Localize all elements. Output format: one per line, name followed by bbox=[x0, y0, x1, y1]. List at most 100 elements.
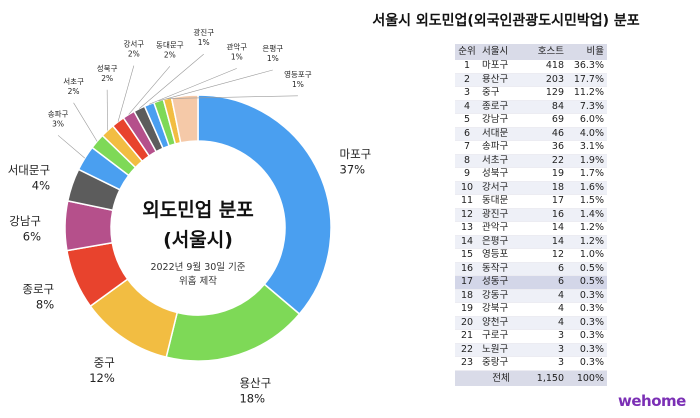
row-hosts: 3 bbox=[523, 356, 567, 371]
slice-name-4: 강남구 bbox=[9, 214, 41, 228]
row-rank: 14 bbox=[455, 235, 479, 249]
table-row: 8 서초구 22 1.9% bbox=[455, 154, 607, 168]
row-district: 송파구 bbox=[479, 140, 523, 155]
slice-0 bbox=[197, 94, 332, 316]
wehome-logo: wehome bbox=[618, 392, 686, 410]
row-hosts: 84 bbox=[523, 100, 567, 114]
slice-name-7: 서초구 bbox=[63, 77, 84, 86]
row-rank: 12 bbox=[455, 208, 479, 222]
row-hosts: 4 bbox=[523, 289, 567, 303]
row-ratio: 17.7% bbox=[567, 73, 607, 87]
slice-name-14: 영등포구 bbox=[284, 69, 312, 79]
slice-pct-9: 2% bbox=[128, 50, 140, 59]
row-district: 중랑구 bbox=[479, 356, 523, 371]
row-ratio: 11.2% bbox=[567, 86, 607, 101]
slice-name-6: 송파구 bbox=[48, 109, 69, 118]
table-row: 11 동대문 17 1.5% bbox=[455, 194, 607, 209]
row-rank: 1 bbox=[455, 60, 479, 74]
table-row: 15 영등포 12 1.0% bbox=[455, 248, 607, 263]
total-blank bbox=[455, 370, 479, 386]
slice-pct-3: 8% bbox=[36, 297, 54, 311]
table-row: 13 관악구 14 1.2% bbox=[455, 221, 607, 236]
table-row: 2 용산구 203 17.7% bbox=[455, 73, 607, 87]
row-hosts: 14 bbox=[523, 235, 567, 249]
row-district: 마포구 bbox=[479, 60, 523, 74]
table-row: 16 동작구 6 0.5% bbox=[455, 262, 607, 276]
slice-label-11: 광진구 1% bbox=[193, 27, 214, 47]
leader-lines bbox=[57, 53, 298, 159]
row-ratio: 1.9% bbox=[567, 154, 607, 168]
slice-pct-11: 1% bbox=[198, 38, 210, 47]
table-row: 22 노원구 3 0.3% bbox=[455, 343, 607, 357]
slice-pct-5: 4% bbox=[32, 178, 50, 192]
row-rank: 22 bbox=[455, 343, 479, 357]
row-ratio: 1.2% bbox=[567, 221, 607, 236]
header-district: 서울시 bbox=[479, 44, 523, 60]
table-row: 23 중랑구 3 0.3% bbox=[455, 356, 607, 371]
row-ratio: 4.0% bbox=[567, 127, 607, 141]
row-hosts: 6 bbox=[523, 275, 567, 290]
slice-name-0: 마포구 bbox=[340, 147, 372, 161]
slice-label-7: 서초구 2% bbox=[63, 77, 84, 96]
row-ratio: 1.5% bbox=[567, 194, 607, 209]
slice-label-14: 영등포구 1% bbox=[284, 69, 312, 89]
row-hosts: 6 bbox=[523, 262, 567, 276]
slice-label-1: 용산구 18% bbox=[239, 376, 271, 406]
row-rank: 16 bbox=[455, 262, 479, 276]
row-rank: 6 bbox=[455, 127, 479, 141]
row-rank: 5 bbox=[455, 113, 479, 128]
row-district: 동작구 bbox=[479, 262, 523, 276]
row-ratio: 3.1% bbox=[567, 140, 607, 155]
row-district: 노원구 bbox=[479, 343, 523, 357]
slice-name-11: 광진구 bbox=[193, 27, 214, 37]
table-row: 9 성북구 19 1.7% bbox=[455, 167, 607, 182]
slice-name-2: 중구 bbox=[94, 356, 115, 370]
row-hosts: 36 bbox=[523, 140, 567, 155]
row-district: 관악구 bbox=[479, 221, 523, 236]
row-hosts: 4 bbox=[523, 316, 567, 330]
row-ratio: 0.3% bbox=[567, 343, 607, 357]
slice-label-0: 마포구 37% bbox=[340, 147, 372, 177]
row-hosts: 18 bbox=[523, 181, 567, 195]
slice-name-3: 종로구 bbox=[22, 282, 54, 296]
row-rank: 21 bbox=[455, 329, 479, 344]
row-rank: 20 bbox=[455, 316, 479, 330]
table-row: 10 강서구 18 1.6% bbox=[455, 181, 607, 195]
row-hosts: 46 bbox=[523, 127, 567, 141]
slice-labels: 마포구 37% 용산구 18% 중구 12% 종로구 8% 강남구 6% 서대문구 4% 송파구 3% 서초… bbox=[8, 27, 372, 405]
row-ratio: 0.3% bbox=[567, 329, 607, 344]
row-district: 광진구 bbox=[479, 208, 523, 222]
header-hosts: 호스트 bbox=[523, 44, 567, 60]
row-hosts: 22 bbox=[523, 154, 567, 168]
row-rank: 11 bbox=[455, 194, 479, 209]
slice-pct-12: 1% bbox=[231, 53, 243, 62]
donut-slices bbox=[64, 94, 332, 362]
row-district: 강북구 bbox=[479, 302, 523, 317]
row-hosts: 3 bbox=[523, 343, 567, 357]
row-ratio: 1.6% bbox=[567, 181, 607, 195]
slice-name-13: 은평구 bbox=[262, 43, 283, 53]
table-title: 서울시 외도민업(외국인관광도시민박업) 분포 bbox=[372, 13, 640, 29]
donut-chart: 마포구 37% 용산구 18% 중구 12% 종로구 8% 강남구 6% 서대문구 4% 송파구 3% 서초… bbox=[8, 27, 372, 405]
total-label: 전체 bbox=[479, 370, 523, 386]
row-ratio: 0.3% bbox=[567, 289, 607, 303]
slice-pct-1: 18% bbox=[239, 391, 265, 405]
slice-label-9: 강서구 2% bbox=[124, 39, 145, 59]
slice-label-8: 성북구 2% bbox=[97, 64, 118, 83]
row-hosts: 17 bbox=[523, 194, 567, 209]
slice-name-9: 강서구 bbox=[124, 39, 145, 49]
center-title-line1: 외도민업 분포 bbox=[142, 199, 254, 221]
row-hosts: 16 bbox=[523, 208, 567, 222]
leader-line-14 bbox=[167, 95, 298, 99]
header-rank: 순위 bbox=[455, 44, 479, 60]
row-ratio: 1.2% bbox=[567, 235, 607, 249]
center-caption-line1: 2022년 9월 30일 기준 bbox=[150, 261, 245, 273]
row-district: 강동구 bbox=[479, 289, 523, 303]
row-district: 동대문 bbox=[479, 194, 523, 209]
row-district: 강서구 bbox=[479, 181, 523, 195]
slice-pct-6: 3% bbox=[52, 119, 64, 128]
leader-line-9 bbox=[117, 65, 135, 122]
slice-pct-2: 12% bbox=[89, 371, 115, 385]
row-rank: 13 bbox=[455, 221, 479, 236]
table-row: 1 마포구 418 36.3% bbox=[455, 60, 607, 74]
